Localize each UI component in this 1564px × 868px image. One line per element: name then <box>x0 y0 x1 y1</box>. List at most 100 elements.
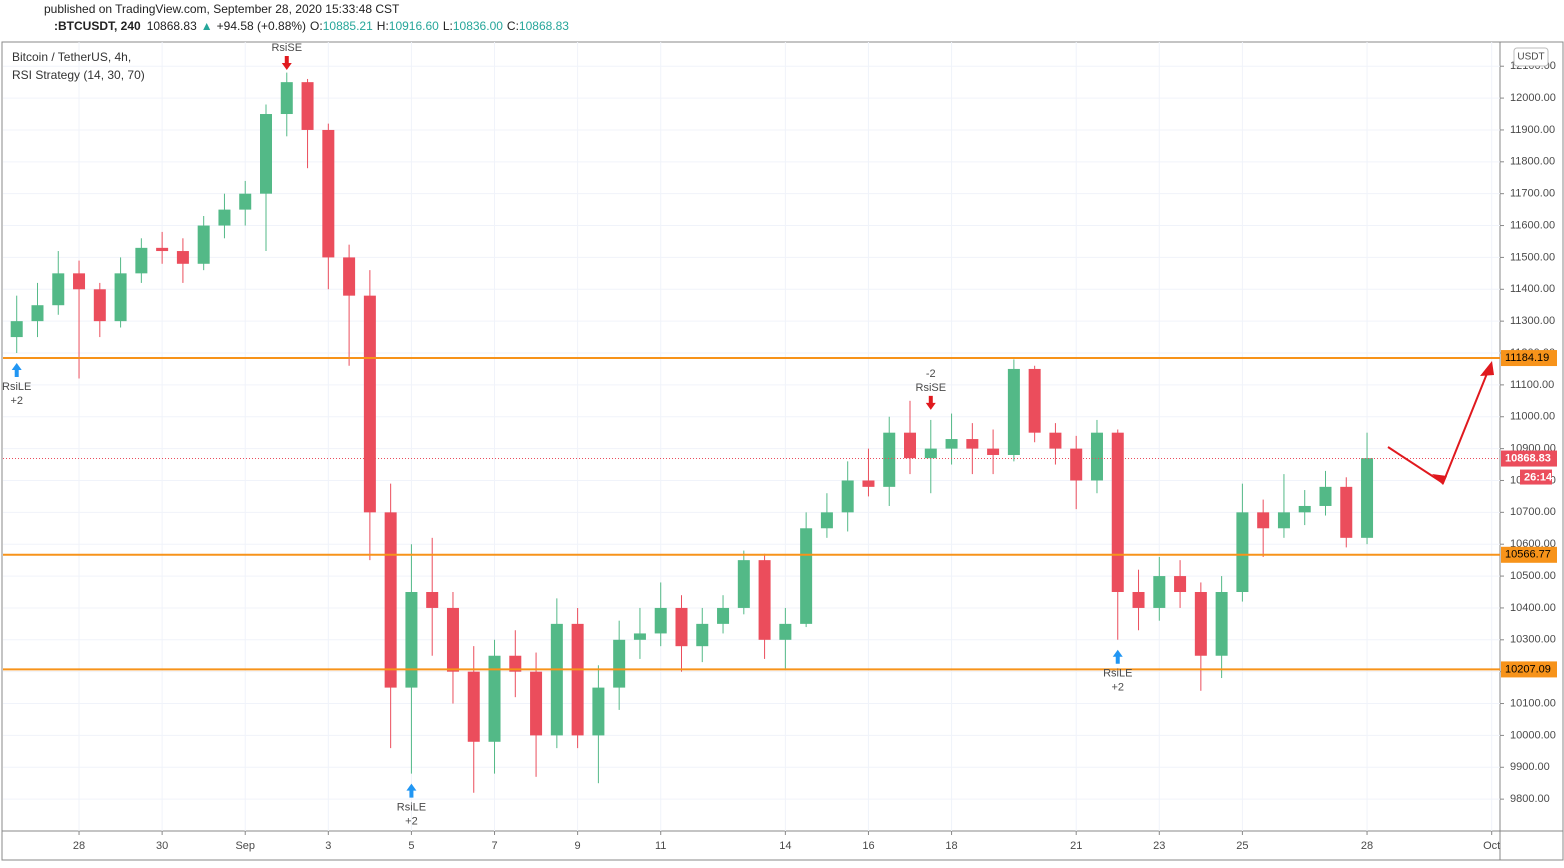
candle-body <box>1194 592 1207 656</box>
c-value: 10868.83 <box>519 19 569 33</box>
candle-body <box>1298 505 1311 513</box>
candle-body <box>1340 486 1353 538</box>
current-price-label: 10868.83 <box>1505 452 1551 464</box>
candle-body <box>1007 368 1020 455</box>
x-tick-label: 3 <box>325 840 331 852</box>
y-tick-label: 12000.00 <box>1510 92 1556 104</box>
candle-body <box>197 225 210 264</box>
signal-qty: -2 <box>926 368 936 380</box>
candle-body <box>717 607 730 624</box>
candle-body <box>1090 432 1103 481</box>
overlay: 11184.19 10566.77 10207.09 10868.83 26:14 Rsi… <box>2 42 1557 828</box>
candle-body <box>384 512 397 688</box>
x-tick-label: Sep <box>235 840 255 852</box>
candle-body <box>779 623 792 640</box>
signal-qty: +2 <box>1111 682 1124 694</box>
y-tick-label: 10400.00 <box>1510 602 1556 614</box>
c-label: C: <box>507 19 519 33</box>
candle-body <box>426 592 439 608</box>
signal-label: RsiSE <box>916 382 947 394</box>
x-tick-label: 25 <box>1236 840 1248 852</box>
candle-body <box>363 295 376 513</box>
signal-label: RsiSE <box>271 42 302 54</box>
strategy-name: RSI Strategy (14, 30, 70) <box>12 68 145 82</box>
l-value: 10836.00 <box>453 19 503 33</box>
candle-body <box>1028 368 1041 433</box>
x-tick-label: 11 <box>655 840 666 852</box>
candle-body <box>218 209 231 226</box>
y-tick-label: 11500.00 <box>1510 251 1555 263</box>
price-tag <box>1501 450 1557 467</box>
x-tick-label: 16 <box>862 840 874 852</box>
candle-body <box>966 439 979 449</box>
candle-body <box>31 305 44 322</box>
y-tick-label: 10300.00 <box>1510 634 1556 646</box>
signal-arrow <box>11 363 22 378</box>
candle-body <box>1070 448 1083 481</box>
x-tick-label: 5 <box>408 840 414 852</box>
candle-body <box>924 448 937 459</box>
x-tick-label: 28 <box>1361 840 1373 852</box>
h-label: H: <box>377 19 389 33</box>
candle-body <box>945 439 958 449</box>
candle-body <box>1236 512 1249 593</box>
x-tick-label: 9 <box>575 840 581 852</box>
candle-body <box>343 257 356 296</box>
candle-body <box>1132 592 1145 608</box>
y-tick-label: 10000.00 <box>1510 729 1556 741</box>
up-arrow: ▲ <box>201 19 213 33</box>
candle-body <box>156 247 169 252</box>
candle-body <box>696 623 709 647</box>
plot <box>10 72 1374 793</box>
candle-body <box>509 655 522 672</box>
candle-body <box>883 432 896 487</box>
candle-body <box>114 273 127 322</box>
o-label: O: <box>310 19 323 33</box>
published-note: published on TradingView.com, September … <box>44 2 400 16</box>
candle-body <box>675 607 688 647</box>
level-label: 10566.77 <box>1505 549 1551 561</box>
candle-body <box>1111 432 1124 593</box>
candle-body <box>904 432 917 459</box>
l-label: L: <box>443 19 453 33</box>
change: +94.58 (+0.88%) <box>217 19 306 33</box>
y-tick-label: 11100.00 <box>1510 379 1554 391</box>
y-tick-label: 10500.00 <box>1510 570 1556 582</box>
x-tick-label: 21 <box>1070 840 1082 852</box>
candle-body <box>1319 486 1332 506</box>
last-price: 10868.83 <box>147 19 197 33</box>
drawn-arrowhead <box>1480 361 1494 376</box>
candle-body <box>1153 576 1166 608</box>
candle-body <box>592 687 605 736</box>
candle-body <box>322 129 335 258</box>
candle-body <box>800 528 813 624</box>
candle-body <box>530 671 543 736</box>
candle-body <box>654 607 667 634</box>
currency: USDT <box>1517 52 1544 63</box>
candle-body <box>405 592 418 688</box>
level-label: 11184.19 <box>1505 352 1549 364</box>
chart-title: Bitcoin / TetherUS, 4h, <box>12 50 131 64</box>
candle-body <box>571 623 584 736</box>
level-tag <box>1501 546 1557 563</box>
x-tick-label: 30 <box>156 840 168 852</box>
y-tick-label: 11000.00 <box>1510 411 1555 423</box>
candle-body <box>987 448 1000 455</box>
x-tick-label: 23 <box>1153 840 1165 852</box>
signal-arrow <box>406 783 417 798</box>
candle-body <box>1049 432 1062 449</box>
level-tag <box>1501 661 1557 678</box>
candle-body <box>239 193 252 210</box>
candle-body <box>1277 512 1290 529</box>
candle-body <box>467 671 480 742</box>
candle-body <box>820 512 833 529</box>
o-value: 10885.21 <box>323 19 373 33</box>
candle-body <box>1257 512 1270 529</box>
frame <box>1 41 1564 861</box>
candle-body <box>176 251 189 264</box>
candle-body <box>10 321 23 338</box>
signal-arrow <box>281 56 292 70</box>
y-tick-label: 10100.00 <box>1510 697 1556 709</box>
currency-box[interactable] <box>1513 47 1549 67</box>
